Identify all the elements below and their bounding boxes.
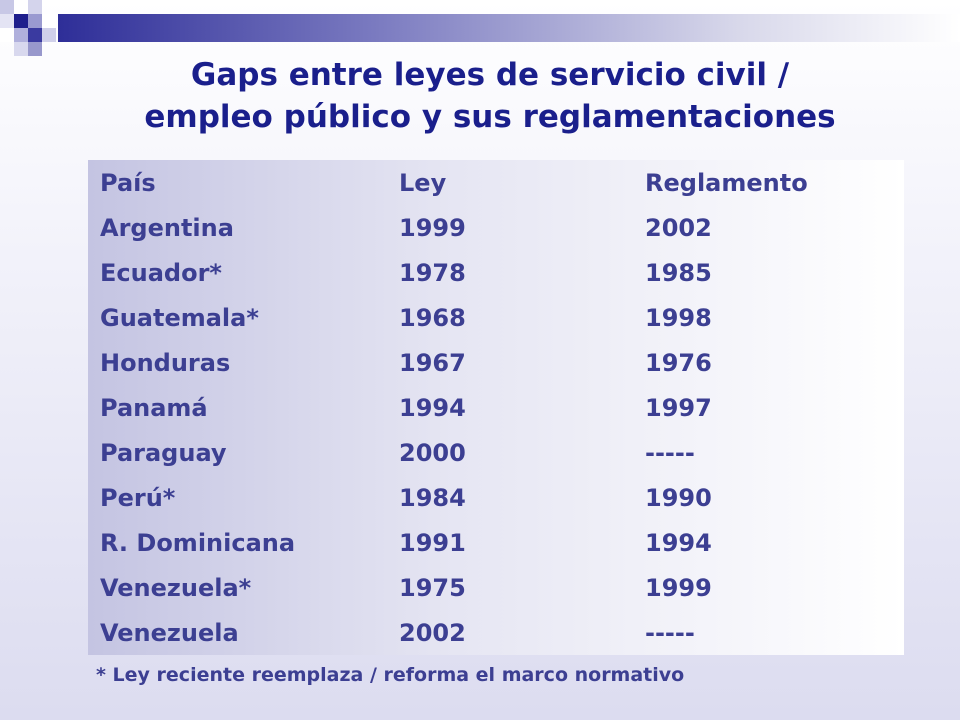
- table-row: Ecuador* 1978 1985: [88, 250, 904, 295]
- country-cell: Panamá: [100, 393, 208, 422]
- law-year-cell: 1975: [399, 573, 466, 602]
- regulation-year-cell: 1994: [645, 528, 712, 557]
- country-cell: Honduras: [100, 348, 231, 377]
- country-cell: Perú*: [100, 483, 176, 512]
- table-row: Venezuela 2002 -----: [88, 610, 904, 655]
- regulation-year-cell: -----: [645, 618, 695, 647]
- law-year-cell: 1967: [399, 348, 466, 377]
- title-line-2: empleo público y sus reglamentaciones: [144, 99, 836, 135]
- regulation-year-cell: 1997: [645, 393, 712, 422]
- country-cell: Paraguay: [100, 438, 227, 467]
- title-line-1: Gaps entre leyes de servicio civil /: [190, 57, 790, 93]
- header-ley: Ley: [399, 168, 447, 197]
- table-row: Perú* 1984 1990: [88, 475, 904, 520]
- table-row: Argentina 1999 2002: [88, 205, 904, 250]
- table-row: Paraguay 2000 -----: [88, 430, 904, 475]
- law-year-cell: 1978: [399, 258, 466, 287]
- regulation-year-cell: 1985: [645, 258, 712, 287]
- law-year-cell: 1999: [399, 213, 466, 242]
- regulation-year-cell: 1976: [645, 348, 712, 377]
- regulation-year-cell: 1999: [645, 573, 712, 602]
- country-cell: R. Dominicana: [100, 528, 296, 557]
- country-cell: Venezuela: [100, 618, 239, 647]
- law-year-cell: 2002: [399, 618, 466, 647]
- data-table: País Ley Reglamento Argentina 1999 2002 …: [88, 160, 904, 655]
- country-cell: Venezuela*: [100, 573, 252, 602]
- regulation-year-cell: 1990: [645, 483, 712, 512]
- law-year-cell: 2000: [399, 438, 466, 467]
- table-row: R. Dominicana 1991 1994: [88, 520, 904, 565]
- law-year-cell: 1994: [399, 393, 466, 422]
- regulation-year-cell: 2002: [645, 213, 712, 242]
- law-year-cell: 1984: [399, 483, 466, 512]
- header-reglamento: Reglamento: [645, 168, 808, 197]
- regulation-year-cell: 1998: [645, 303, 712, 332]
- table-row: Panamá 1994 1997: [88, 385, 904, 430]
- header-pais: País: [100, 168, 156, 197]
- slide-title: Gaps entre leyes de servicio civil / emp…: [60, 54, 920, 138]
- law-year-cell: 1991: [399, 528, 466, 557]
- table-row: Honduras 1967 1976: [88, 340, 904, 385]
- table-row: Guatemala* 1968 1998: [88, 295, 904, 340]
- country-cell: Ecuador*: [100, 258, 222, 287]
- footnote: * Ley reciente reemplaza / reforma el ma…: [96, 664, 685, 686]
- regulation-year-cell: -----: [645, 438, 695, 467]
- country-cell: Guatemala*: [100, 303, 259, 332]
- table-row: Venezuela* 1975 1999: [88, 565, 904, 610]
- law-year-cell: 1968: [399, 303, 466, 332]
- table-header-row: País Ley Reglamento: [88, 160, 904, 205]
- country-cell: Argentina: [100, 213, 234, 242]
- header-gradient-bar: [58, 14, 960, 42]
